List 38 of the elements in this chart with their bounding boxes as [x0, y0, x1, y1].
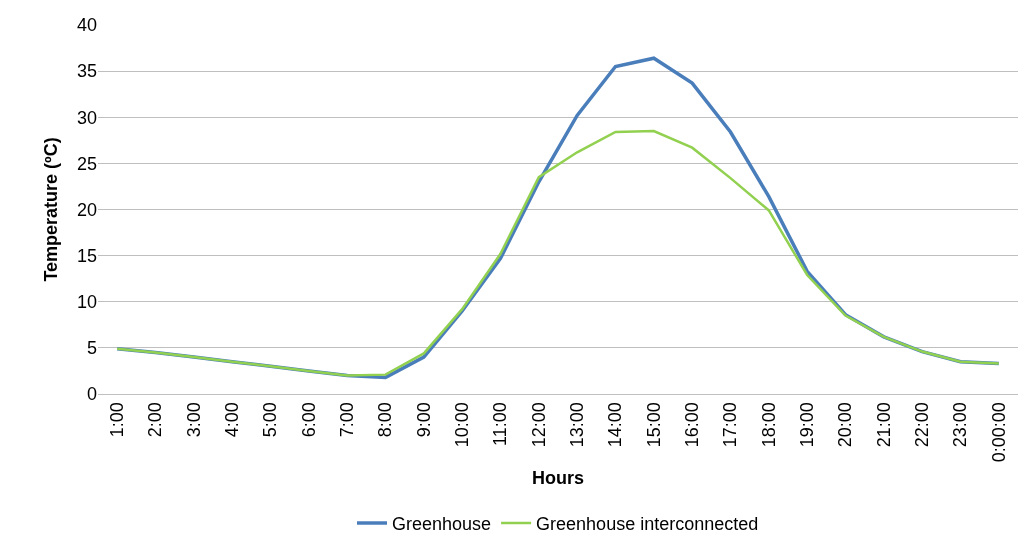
x-tick-label: 23:00 — [950, 402, 971, 448]
y-tick-label: 5 — [86, 338, 97, 359]
x-tick-label: 11:00 — [490, 402, 511, 446]
x-tick-label: 18:00 — [758, 402, 779, 448]
x-tick-label: 12:00 — [528, 402, 549, 448]
x-tick-label: 3:00 — [183, 402, 204, 438]
legend-label: Greenhouse interconnected — [536, 513, 759, 534]
y-tick-label: 0 — [86, 384, 97, 405]
x-tick-label: 20:00 — [835, 402, 856, 448]
x-tick-label: 2:00 — [145, 402, 166, 438]
y-tick-label: 40 — [76, 15, 97, 36]
x-axis-title: Hours — [531, 468, 585, 489]
x-tick-label: 16:00 — [682, 402, 703, 448]
x-tick-label: 22:00 — [912, 402, 933, 448]
x-tick-label: 5:00 — [260, 402, 281, 438]
y-tick-label: 15 — [76, 245, 97, 266]
y-axis-title: Temperature (ºC) — [41, 137, 62, 282]
x-tick-label: 21:00 — [873, 402, 894, 448]
x-tick-label: 13:00 — [567, 402, 588, 448]
x-tick-label: 4:00 — [222, 402, 243, 438]
y-tick-label: 30 — [76, 107, 97, 128]
y-tick-label: 25 — [76, 153, 97, 174]
x-tick-label: 17:00 — [720, 402, 741, 448]
x-tick-label: 14:00 — [605, 402, 626, 448]
x-tick-label: 0:00:00 — [988, 402, 1009, 463]
x-tick-label: 9:00 — [413, 402, 434, 438]
legend-label: Greenhouse — [392, 513, 492, 534]
x-tick-label: 1:00 — [107, 402, 128, 438]
y-tick-label: 20 — [76, 199, 97, 220]
x-tick-label: 10:00 — [452, 402, 473, 448]
x-tick-label: 19:00 — [797, 402, 818, 448]
y-tick-label: 10 — [76, 292, 97, 313]
x-tick-label: 7:00 — [337, 402, 358, 438]
x-tick-label: 8:00 — [375, 402, 396, 438]
x-tick-label: 15:00 — [643, 402, 664, 448]
x-tick-label: 6:00 — [298, 402, 319, 438]
y-tick-label: 35 — [76, 61, 97, 82]
line-series — [115, 129, 1001, 377]
